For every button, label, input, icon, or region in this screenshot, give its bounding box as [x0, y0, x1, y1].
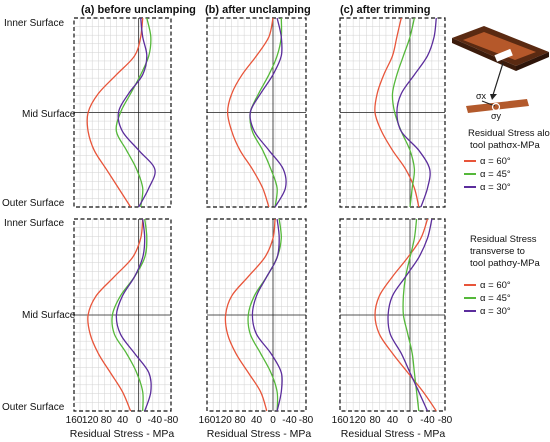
series-line-alpha-30: [396, 17, 437, 208]
legend-x-entry-60: α = 60°: [480, 156, 511, 167]
row-label-inner-bottom: Inner Surface: [4, 218, 64, 229]
x-tick-label: 160: [66, 415, 83, 426]
series-line-alpha-30: [251, 218, 283, 412]
legend-x-title-unit: -MPa: [517, 140, 540, 151]
legend-x-title-line2: tool pathσx-MPa: [470, 140, 540, 151]
row-label-inner-top: Inner Surface: [4, 18, 64, 29]
x-tick-label: -40: [420, 415, 435, 426]
x-tick-label: 80: [369, 415, 381, 426]
row-label-mid-bottom: Mid Surface: [22, 310, 76, 321]
strip-specimen: [466, 99, 529, 113]
x-tick-label: 40: [251, 415, 263, 426]
trim-cut: [494, 48, 513, 62]
x-tick-label: 120: [349, 415, 366, 426]
legend-y-title-line2: transverse to: [470, 246, 525, 257]
legend-y-title-toolpath: tool path: [470, 258, 506, 269]
legend-y-title-line1: Residual Stress: [470, 234, 537, 245]
panel-frame: [206, 17, 307, 208]
x-tick-label: -80: [438, 415, 453, 426]
x-tick-label: 80: [101, 415, 113, 426]
series-line-alpha-60: [374, 17, 420, 208]
row-label-outer-top: Outer Surface: [2, 198, 65, 209]
legend-y-entry-30: α = 30°: [480, 306, 511, 317]
legend-x-title-toolpath: tool path: [470, 140, 506, 151]
panel-sigma-x-b: [206, 17, 307, 208]
legend-x-entry-30: α = 30°: [480, 182, 511, 193]
legend-y-entry-60: α = 60°: [480, 280, 511, 291]
legend-y-title-symbol: σy: [506, 258, 517, 269]
panel-frame: [73, 218, 172, 412]
x-tick-label: 40: [117, 415, 129, 426]
inset-arrow-head: [490, 94, 497, 100]
panel-frame: [339, 17, 446, 208]
series-line-alpha-30: [117, 17, 156, 208]
x-tick-label: 40: [387, 415, 399, 426]
x-tick-labels: 160 120 80 40 0 -40 -80 160 120 80 40 0 -40 -80 160 120…: [66, 415, 453, 426]
sigma-x-label: σx: [476, 91, 487, 101]
series-line-alpha-30: [387, 218, 433, 412]
part-cavity: [463, 32, 536, 60]
panel-sigma-x-c: [339, 17, 446, 208]
legend-sigma-x: Residual Stress along tool pathσx-MPa α …: [464, 128, 550, 193]
panel-sigma-y-a: [73, 218, 172, 412]
legend-y-entry-45: α = 45°: [480, 293, 511, 304]
inset-arrow: [492, 62, 504, 96]
series-line-alpha-60: [86, 17, 144, 208]
x-tick-label: -40: [148, 415, 163, 426]
x-tick-label: 0: [270, 415, 276, 426]
series-line-alpha-45: [115, 17, 152, 208]
column-title-c: (c) after trimming: [340, 4, 430, 16]
x-tick-label: 0: [407, 415, 413, 426]
series-line-alpha-45: [111, 218, 148, 412]
panel-frame: [206, 218, 307, 412]
x-tick-label: 160: [199, 415, 216, 426]
x-axis-label-c: Residual Stress - MPa: [341, 428, 446, 440]
column-title-a: (a) before unclamping: [81, 4, 196, 16]
x-tick-label: -80: [299, 415, 314, 426]
x-tick-label: 120: [215, 415, 232, 426]
series-line-alpha-30: [115, 218, 152, 412]
panel-sigma-y-b: [206, 218, 307, 412]
legend-y-title-unit: -MPa: [517, 258, 540, 269]
row-label-outer-bottom: Outer Surface: [2, 402, 65, 413]
panels-layer: [73, 17, 446, 412]
legend-x-title-line1: Residual Stress along: [468, 128, 550, 139]
x-axis-label-a: Residual Stress - MPa: [70, 428, 175, 440]
series-line-alpha-60: [226, 17, 274, 208]
series-line-alpha-45: [402, 218, 420, 412]
part-illustration: σx σy: [452, 26, 549, 121]
x-axis-label-b: Residual Stress - MPa: [207, 428, 312, 440]
series-line-alpha-60: [224, 218, 276, 412]
x-tick-label: 160: [332, 415, 349, 426]
column-title-b: (b) after unclamping: [205, 4, 311, 16]
sigma-y-rotation-icon: [491, 102, 501, 112]
series-line-alpha-45: [391, 17, 416, 208]
panel-sigma-x-a: [73, 17, 172, 208]
series-line-alpha-60: [87, 218, 144, 412]
part-left-edge: [452, 38, 516, 71]
legend-x-entry-45: α = 45°: [480, 169, 511, 180]
legend-y-title-line3: tool pathσy-MPa: [470, 258, 540, 269]
sigma-y-label: σy: [491, 111, 502, 121]
legend-sigma-y: Residual Stress transverse to tool pathσ…: [464, 234, 540, 317]
series-line-alpha-30: [249, 17, 287, 208]
panel-frame: [73, 17, 172, 208]
x-tick-label: 120: [82, 415, 99, 426]
legend-x-title-symbol: σx: [506, 140, 517, 151]
x-tick-label: -40: [282, 415, 297, 426]
panel-sigma-y-c: [339, 218, 446, 412]
part-right-edge: [516, 52, 549, 71]
x-tick-label: -80: [164, 415, 179, 426]
x-tick-label: 0: [136, 415, 142, 426]
panel-frame: [339, 218, 446, 412]
row-label-mid-top: Mid Surface: [22, 109, 76, 120]
x-tick-label: 80: [234, 415, 246, 426]
